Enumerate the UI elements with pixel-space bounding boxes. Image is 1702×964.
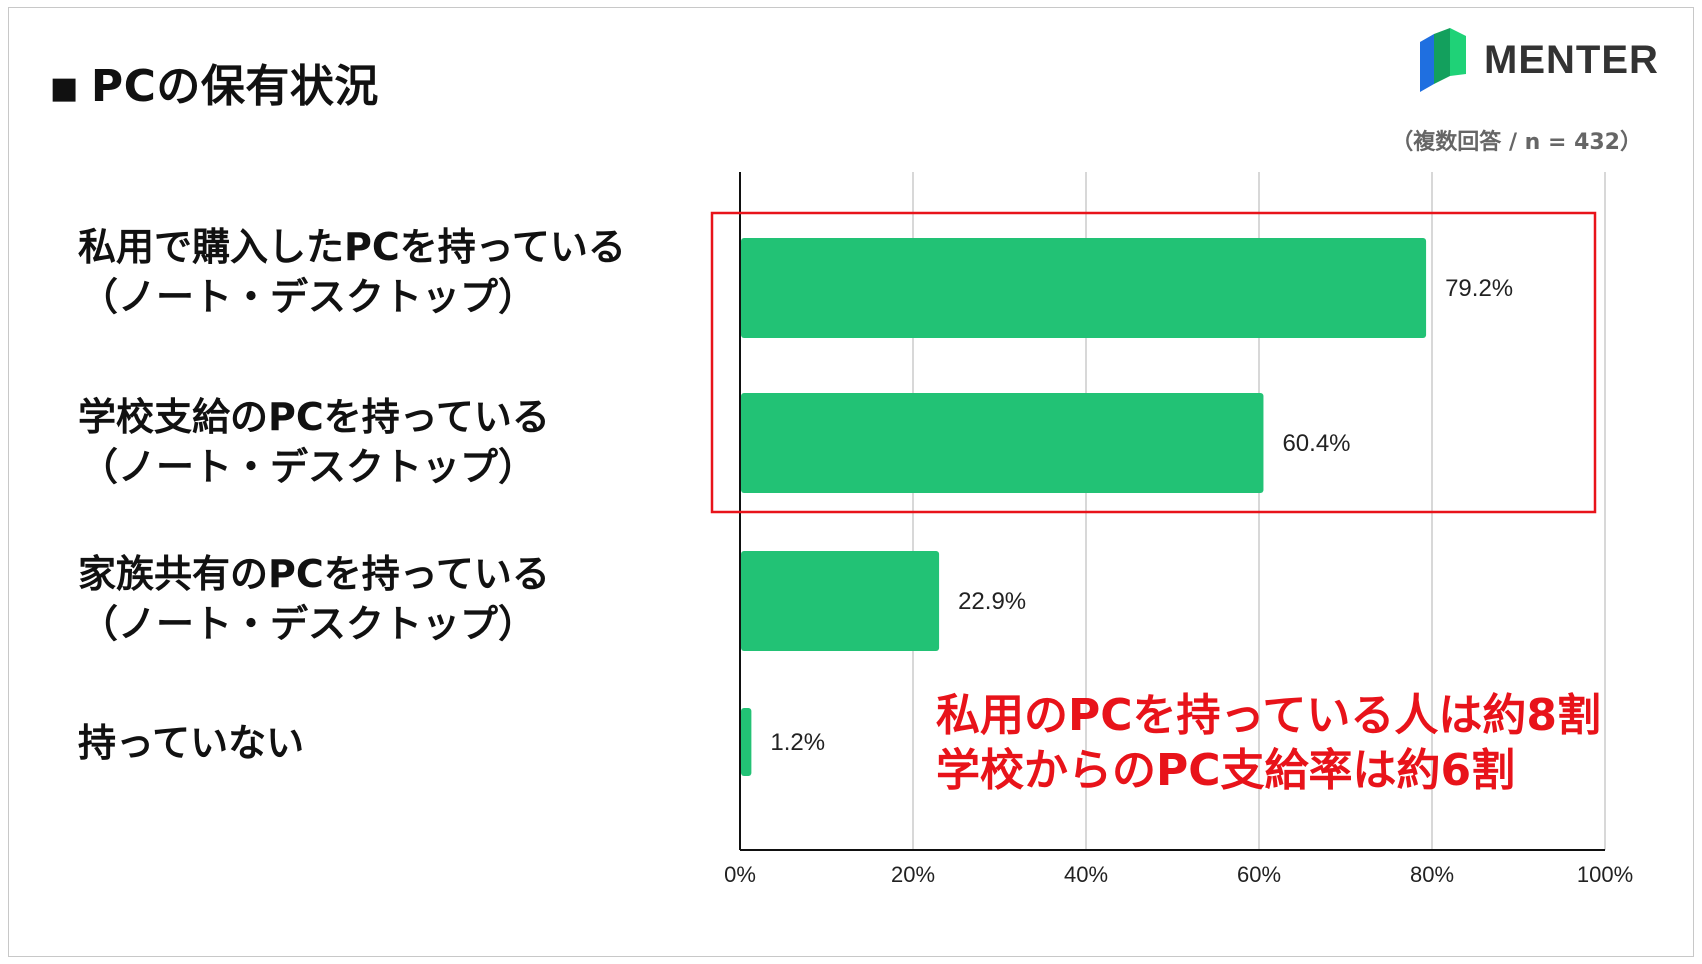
title-text: PCの保有状況	[90, 61, 379, 112]
highlight-frame	[710, 211, 1597, 514]
bar-value-label: 1.2%	[770, 729, 825, 756]
menter-logo-icon	[1420, 28, 1466, 92]
x-tick-label: 80%	[1410, 862, 1454, 887]
bar	[741, 238, 1427, 338]
bar-value-label: 79.2%	[1445, 275, 1513, 302]
sample-note: （複数回答 / n = 432）	[1391, 130, 1642, 155]
category-label-line1: 持っていない	[78, 721, 305, 765]
x-tick-label: 60%	[1237, 862, 1281, 887]
category-label: 私用で購入したPCを持っている （ノート・デスクトップ）	[78, 222, 626, 322]
category-label: 持っていない	[78, 718, 304, 768]
x-tick-label: 40%	[1064, 862, 1108, 887]
bar-value-label: 60.4%	[1282, 430, 1350, 457]
category-label-line1: 学校支給のPCを持っている	[78, 395, 550, 439]
x-tick-label: 20%	[891, 862, 935, 887]
x-tick-label: 100%	[1577, 862, 1633, 887]
callout-line2: 学校からのPC支給率は約6割	[936, 745, 1516, 796]
brand-name: MENTER	[1484, 37, 1659, 82]
x-tick-label: 0%	[724, 862, 756, 887]
bar	[741, 708, 752, 776]
bar-value-label: 22.9%	[958, 588, 1026, 615]
category-label: 家族共有のPCを持っている （ノート・デスクトップ）	[78, 549, 550, 649]
category-label: 学校支給のPCを持っている （ノート・デスクトップ）	[78, 392, 550, 492]
title-marker: ■	[50, 71, 79, 106]
category-label-line2: （ノート・デスクトップ）	[80, 275, 537, 319]
category-label-line2: （ノート・デスクトップ）	[80, 445, 537, 489]
category-label-line1: 私用で購入したPCを持っている	[78, 225, 626, 269]
category-label-line1: 家族共有のPCを持っている	[78, 552, 550, 596]
bar	[741, 551, 940, 651]
brand-logo: MENTER	[1418, 28, 1659, 92]
bar	[741, 393, 1264, 493]
callout-text: 私用のPCを持っている人は約8割 学校からのPC支給率は約6割	[936, 688, 1601, 798]
callout-line1: 私用のPCを持っている人は約8割	[936, 690, 1601, 741]
page-title: ■ PCの保有状況	[50, 50, 379, 114]
category-label-line2: （ノート・デスクトップ）	[80, 602, 537, 646]
